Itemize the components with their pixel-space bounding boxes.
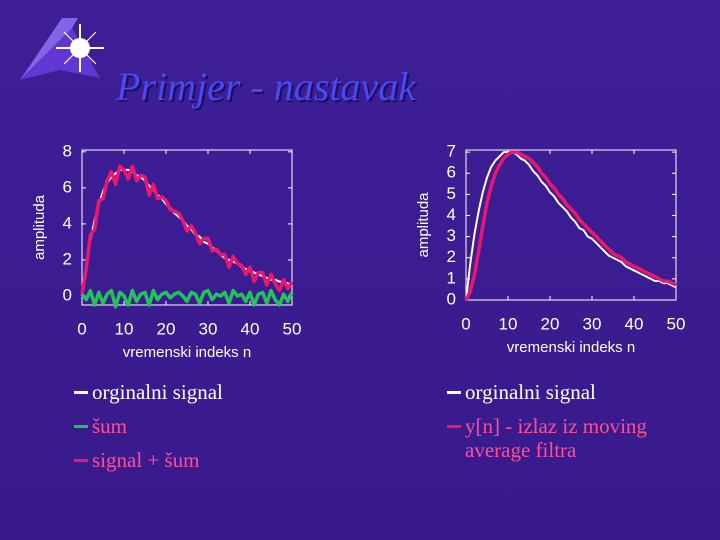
y-tick-label: 3: [447, 226, 456, 245]
y-tick-label: 1: [447, 268, 456, 287]
legend-item: y[n] - izlaz iz moving average filtra: [447, 414, 687, 462]
legend-item: šum: [74, 414, 324, 438]
legend-swatch: [447, 425, 461, 428]
x-tick-label: 10: [499, 314, 518, 333]
legend-item: orginalni signal: [74, 380, 324, 404]
y-axis-label: amplituda: [31, 194, 48, 260]
y-tick-label: 2: [447, 247, 456, 266]
legend: orginalni signal y[n] - izlaz iz moving a…: [447, 380, 687, 472]
x-tick-label: 30: [199, 319, 218, 338]
plot-frame: [465, 149, 677, 301]
series-line: [80, 288, 294, 309]
x-tick-label: 0: [461, 314, 470, 333]
x-tick-label: 0: [77, 319, 86, 338]
y-tick-label: 0: [63, 285, 72, 304]
y-tick-label: 2: [63, 249, 72, 268]
legend-swatch: [74, 459, 88, 462]
x-tick-label: 40: [625, 314, 644, 333]
x-axis-label: vremenski indeks n: [123, 344, 251, 361]
series-line: [81, 168, 293, 297]
x-tick-label: 20: [157, 319, 176, 338]
y-tick-label: 0: [447, 289, 456, 308]
x-tick-label: 30: [583, 314, 602, 333]
y-tick-label: 4: [447, 205, 456, 224]
x-tick-label: 40: [241, 319, 260, 338]
series-line: [80, 164, 294, 295]
y-tick-label: 6: [447, 163, 456, 182]
x-tick-label: 10: [115, 319, 134, 338]
y-tick-label: 8: [63, 141, 72, 160]
title-shadow: Primjer - nastavak: [117, 66, 419, 111]
legend-swatch: [74, 391, 88, 394]
legend-label: šum: [92, 414, 128, 438]
legend-label: signal + šum: [92, 448, 200, 472]
legend-item: signal + šum: [74, 448, 324, 472]
legend-item: orginalni signal: [447, 380, 687, 404]
x-tick-label: 20: [541, 314, 560, 333]
legend-label: orginalni signal: [92, 380, 223, 404]
y-tick-label: 4: [63, 213, 72, 232]
x-tick-label: 50: [667, 314, 686, 333]
plot-frame: [81, 149, 293, 306]
y-tick-label: 7: [447, 142, 456, 161]
series-line: [464, 150, 677, 301]
y-axis-label: amplituda: [415, 192, 432, 258]
series-line: [465, 151, 677, 301]
legend-label: y[n] - izlaz iz moving average filtra: [465, 414, 647, 462]
slide-title: Primjer - nastavak: [115, 64, 417, 109]
logo: [20, 18, 104, 80]
legend: orginalni signal šum signal + šum: [74, 380, 324, 482]
y-tick-label: 5: [447, 184, 456, 203]
y-tick-label: 6: [63, 177, 72, 196]
legend-swatch: [447, 391, 461, 394]
x-axis-label: vremenski indeks n: [507, 339, 635, 356]
x-tick-label: 50: [283, 319, 302, 338]
legend-swatch: [74, 425, 88, 428]
legend-label: orginalni signal: [465, 380, 596, 404]
